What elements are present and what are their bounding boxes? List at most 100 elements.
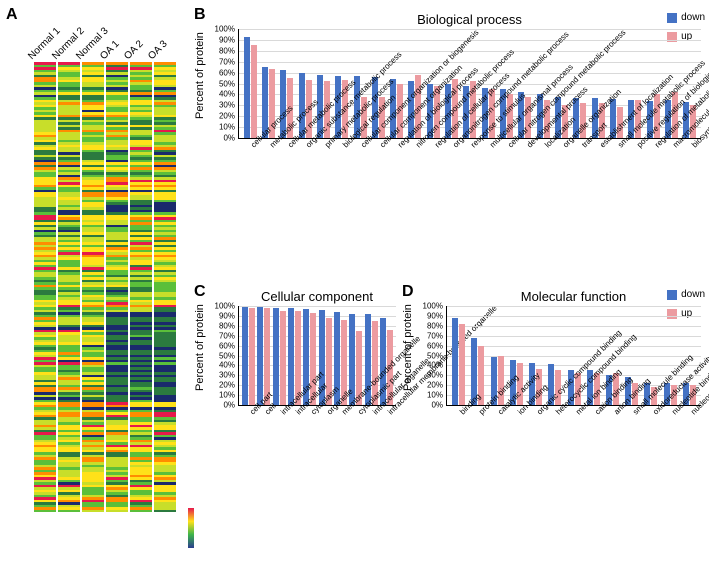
x-label: cellular component organization or bioge… — [350, 139, 368, 151]
bar-group — [272, 306, 287, 405]
x-label: small molecule metabolic process — [607, 139, 625, 151]
bar-group — [241, 29, 259, 138]
heatmap-col-label: OA 3 — [146, 39, 169, 62]
y-tick: 70% — [219, 57, 235, 66]
chart-c: Cellular component Percent of protein 0%… — [196, 285, 396, 548]
x-label: regulation of cellular process — [424, 139, 442, 151]
chart-b: Biological process Percent of protein do… — [196, 8, 701, 281]
x-label: metabolic process — [258, 139, 276, 151]
x-label: cytoplasm — [302, 406, 317, 418]
x-label: protein binding — [467, 406, 486, 418]
y-tick: 20% — [219, 112, 235, 121]
chart-b-yticks: 0%10%20%30%40%50%60%70%80%90%100% — [205, 29, 237, 138]
x-label: multicellular organismal process — [479, 139, 497, 151]
x-label: cellular component organization — [369, 139, 387, 151]
bar-group — [468, 306, 487, 405]
x-label: biological regulation — [332, 139, 350, 151]
y-tick: 10% — [219, 391, 235, 400]
x-label: organelle — [317, 406, 332, 418]
bar-up — [280, 311, 286, 405]
x-label: catalytic activity — [487, 406, 506, 418]
x-label: transport — [570, 139, 588, 151]
figure: A Normal 1Normal 2Normal 3OA 1OA 2OA 3 B… — [8, 8, 701, 548]
chart-c-xlabels: cell partcellintracellular partintracell… — [238, 406, 396, 418]
x-label: primary metabolic process — [313, 139, 331, 151]
x-label: cytoplasmic part — [348, 406, 363, 418]
x-label: cellular process — [240, 139, 258, 151]
x-label: nucleoside phosphate binding — [680, 406, 699, 418]
chart-b-title: Biological process — [238, 12, 701, 27]
y-tick: 70% — [219, 331, 235, 340]
y-tick: 60% — [219, 68, 235, 77]
legend-label: down — [681, 289, 705, 300]
bar-group — [256, 306, 271, 405]
x-label: nitrogen compound metabolic process — [405, 139, 423, 151]
bar-down — [452, 318, 458, 405]
heatmap-col-label: Normal 1 — [26, 39, 49, 62]
y-tick: 0% — [223, 134, 235, 143]
y-tick: 40% — [219, 90, 235, 99]
y-tick: 50% — [219, 79, 235, 88]
y-tick: 90% — [219, 35, 235, 44]
y-tick: 60% — [219, 341, 235, 350]
y-tick: 60% — [427, 341, 443, 350]
legend-swatch — [667, 13, 677, 23]
x-label: intracellular membrane-bounded organelle — [379, 406, 394, 418]
x-label: intracellular part — [271, 406, 286, 418]
legend-item: down — [667, 12, 705, 23]
y-tick: 80% — [219, 321, 235, 330]
x-label: biosynthetic process — [681, 139, 699, 151]
y-tick: 0% — [223, 401, 235, 410]
x-label: establishment of localization — [589, 139, 607, 151]
bar-down — [273, 308, 279, 405]
chart-d-title: Molecular function — [446, 289, 701, 304]
chart-b-xlabel-spacer — [238, 151, 701, 281]
heatmap-cell — [106, 510, 128, 513]
y-tick: 0% — [431, 401, 443, 410]
bar-up — [251, 45, 257, 138]
x-label: cell — [255, 406, 270, 418]
y-tick: 40% — [427, 361, 443, 370]
legend-label: down — [681, 12, 705, 23]
x-label: metal ion binding — [564, 406, 583, 418]
y-tick: 30% — [427, 371, 443, 380]
x-label: membrane-bounded organelle — [332, 406, 347, 418]
x-label: developmental process — [515, 139, 533, 151]
x-label: organonitrogen compound metabolic proces… — [442, 139, 460, 151]
x-label: nucleotide binding — [660, 406, 679, 418]
heatmap-cell — [82, 510, 104, 513]
y-tick: 10% — [219, 123, 235, 132]
y-tick: 70% — [427, 331, 443, 340]
y-tick: 10% — [427, 391, 443, 400]
x-label: cellular metabolic process — [277, 139, 295, 151]
x-label: ion binding — [506, 406, 525, 418]
bar-group — [449, 306, 468, 405]
heatmap-colorbar — [188, 508, 194, 548]
bar-down — [288, 308, 294, 405]
x-label: anion binding — [603, 406, 622, 418]
legend-swatch — [667, 290, 677, 300]
x-label: binding — [448, 406, 467, 418]
x-label: regulation of biological process — [387, 139, 405, 151]
y-tick: 80% — [427, 321, 443, 330]
heatmap-cell — [154, 510, 176, 513]
heatmap-cell — [34, 510, 56, 513]
x-label: small molecule binding — [622, 406, 641, 418]
x-label: intracellular — [286, 406, 301, 418]
bar-down — [242, 307, 248, 405]
y-tick: 50% — [427, 351, 443, 360]
heatmap-cell — [130, 510, 152, 513]
y-tick: 90% — [219, 311, 235, 320]
x-label: intracellular organelle — [363, 406, 378, 418]
y-tick: 90% — [427, 311, 443, 320]
y-tick: 20% — [427, 381, 443, 390]
chart-d: Molecular function Percent of protein do… — [404, 285, 701, 548]
y-tick: 30% — [219, 371, 235, 380]
chart-c-title: Cellular component — [238, 289, 396, 304]
x-label: oxidoreductase activity — [641, 406, 660, 418]
x-label: response to stimulus — [460, 139, 478, 151]
y-tick: 100% — [215, 25, 235, 34]
bar-up — [249, 308, 255, 405]
y-tick: 50% — [219, 351, 235, 360]
panel-c: C Cellular component Percent of protein … — [196, 285, 396, 548]
